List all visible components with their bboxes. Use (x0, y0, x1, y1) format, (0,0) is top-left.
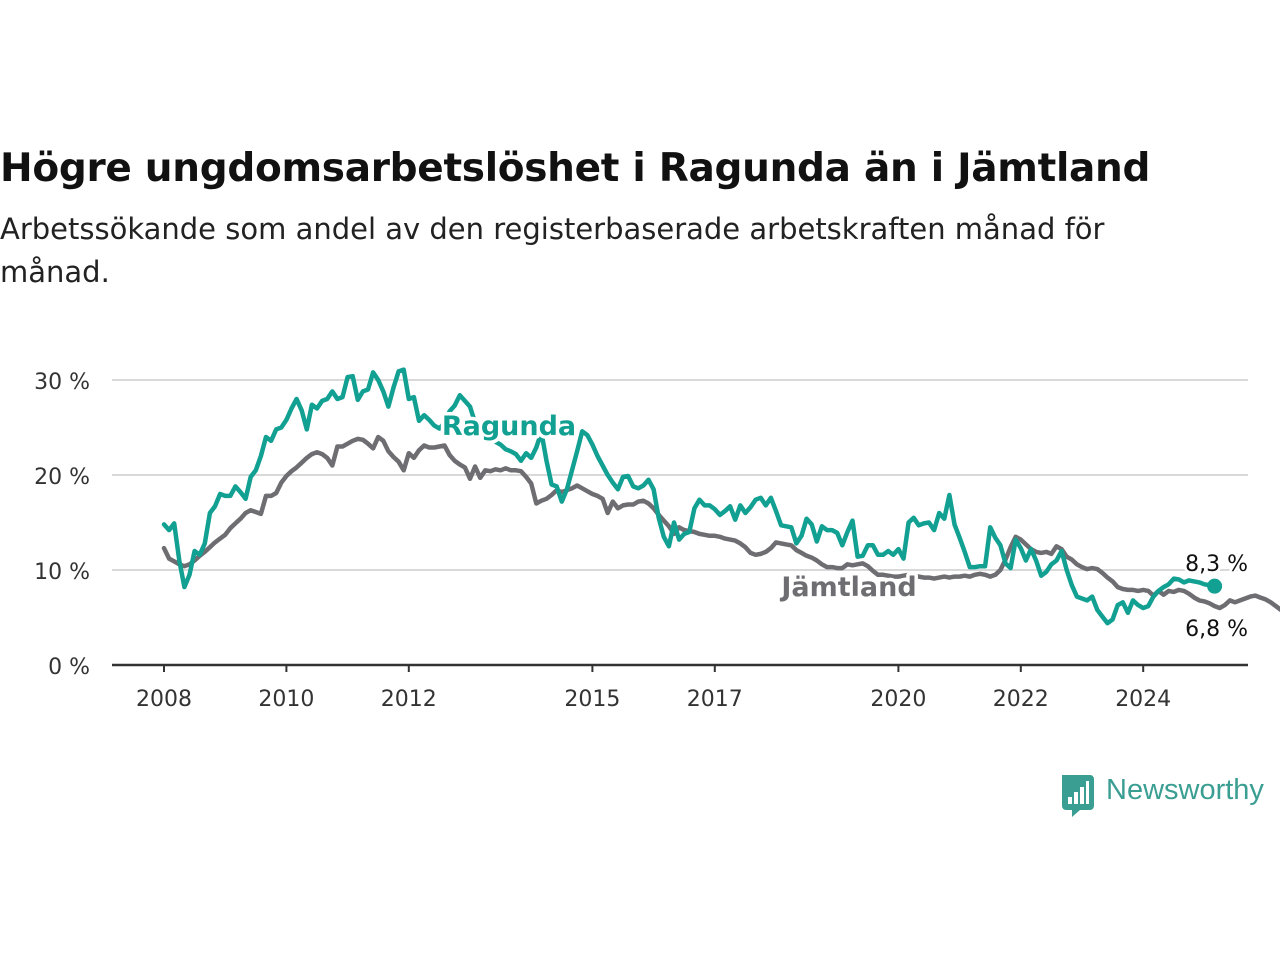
series-lines (161, 367, 1280, 626)
end-value-jamtland: 6,8 % (1185, 617, 1248, 642)
x-tick-label: 2017 (687, 687, 743, 712)
y-axis-tick-labels: 0 % 10 % 20 % 30 % (34, 370, 90, 680)
newsworthy-logo-text: Newsworthy (1106, 774, 1264, 806)
x-axis-ticks: 2008 2010 2012 2015 2017 2020 2022 2024 (136, 665, 1171, 712)
newsworthy-logo-icon (1062, 775, 1094, 817)
chart-title: Högre ungdomsarbetslöshet i Ragunda än i… (0, 146, 1151, 191)
series-end-point (1207, 578, 1223, 594)
chart-subtitle: Arbetssökande som andel av den registerb… (0, 212, 1105, 289)
x-tick-label: 2010 (258, 687, 314, 712)
end-value-ragunda: 8,3 % (1185, 552, 1248, 577)
y-tick-label: 20 % (34, 465, 90, 490)
x-tick-label: 2024 (1115, 687, 1171, 712)
series-labels: Ragunda Jämtland 8,3 % 6,8 % (438, 408, 1250, 645)
x-tick-label: 2020 (870, 687, 926, 712)
x-tick-label: 2012 (381, 687, 437, 712)
series-label-jamtland: Jämtland (779, 572, 916, 603)
line-chart: 0 % 10 % 20 % 30 % 2008 2010 2012 2015 2017 2020… (34, 367, 1280, 712)
y-tick-label: 10 % (34, 560, 90, 585)
series-line-ragunda (161, 367, 1217, 626)
series-label-ragunda: Ragunda (442, 411, 576, 442)
x-tick-label: 2015 (564, 687, 620, 712)
x-tick-label: 2022 (993, 687, 1049, 712)
y-tick-label: 0 % (48, 655, 90, 680)
newsworthy-logo: Newsworthy (1058, 772, 1280, 818)
series-line-jämtland (161, 434, 1280, 612)
x-tick-label: 2008 (136, 687, 192, 712)
y-tick-label: 30 % (34, 370, 90, 395)
gridlines (112, 379, 1248, 571)
